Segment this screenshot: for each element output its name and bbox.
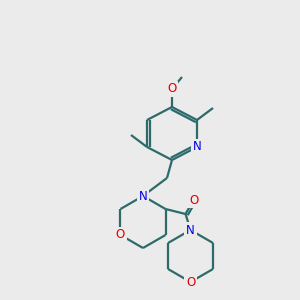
Text: N: N — [186, 224, 195, 236]
Text: O: O — [167, 82, 177, 95]
Text: N: N — [193, 140, 201, 154]
Text: O: O — [189, 194, 198, 206]
Text: O: O — [186, 275, 195, 289]
Text: O: O — [116, 229, 125, 242]
Text: N: N — [139, 190, 147, 202]
